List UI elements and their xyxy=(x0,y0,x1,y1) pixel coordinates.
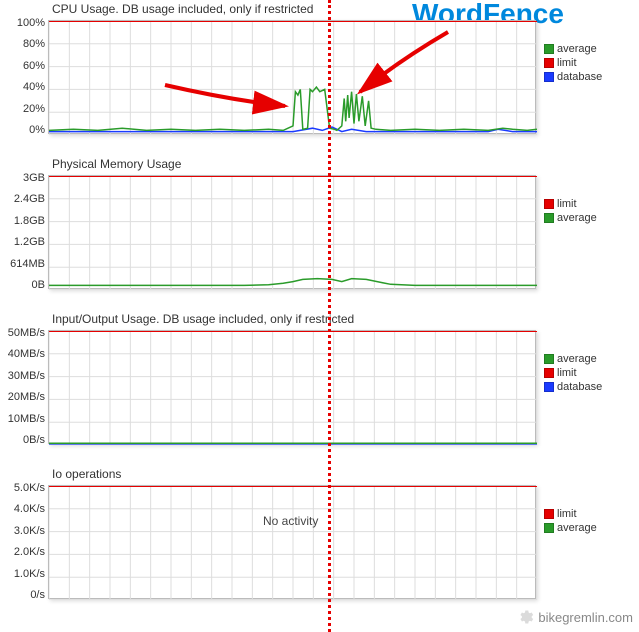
y-tick: 4.0K/s xyxy=(0,504,48,515)
panel-mem: Physical Memory Usage 3GB 2.4GB 1.8GB 1.2GB 6… xyxy=(0,157,639,301)
plot-mem xyxy=(48,175,536,289)
legend-label: average xyxy=(557,521,597,535)
y-axis-cpu: 100% 80% 60% 40% 20% 0% xyxy=(0,18,48,136)
legend-label: limit xyxy=(557,366,577,380)
y-tick: 1.2GB xyxy=(0,237,48,248)
legend-label: average xyxy=(557,352,597,366)
panel-iops: Io operations 5.0K/s 4.0K/s 3.0K/s 2.0K/s 1.0… xyxy=(0,467,639,611)
legend-label: limit xyxy=(557,56,577,70)
y-tick: 10MB/s xyxy=(0,414,48,425)
y-tick: 40% xyxy=(0,82,48,93)
legend-label: limit xyxy=(557,507,577,521)
y-tick: 60% xyxy=(0,61,48,72)
legend-item: limit xyxy=(544,197,597,211)
y-tick: 2.4GB xyxy=(0,194,48,205)
legend-item: average xyxy=(544,211,597,225)
legend-swatch xyxy=(544,213,554,223)
y-tick: 0B xyxy=(0,280,48,291)
y-tick: 50MB/s xyxy=(0,328,48,339)
legend-swatch xyxy=(544,72,554,82)
y-tick: 3.0K/s xyxy=(0,526,48,537)
legend-item: average xyxy=(544,352,602,366)
panel-title-io: Input/Output Usage. DB usage included, o… xyxy=(52,312,354,326)
y-tick: 0% xyxy=(0,125,48,136)
no-activity-label: No activity xyxy=(263,514,318,528)
y-tick: 30MB/s xyxy=(0,371,48,382)
y-tick: 0/s xyxy=(0,590,48,601)
legend-label: average xyxy=(557,42,597,56)
plot-io xyxy=(48,330,536,444)
y-tick: 2.0K/s xyxy=(0,547,48,558)
legend-item: limit xyxy=(544,366,602,380)
plot-svg-iops xyxy=(49,486,537,600)
y-tick: 1.8GB xyxy=(0,216,48,227)
panel-cpu: CPU Usage. DB usage included, only if re… xyxy=(0,2,639,146)
panel-title-cpu: CPU Usage. DB usage included, only if re… xyxy=(52,2,313,16)
legend-swatch xyxy=(544,382,554,392)
plot-svg-cpu xyxy=(49,21,537,135)
panel-title-iops: Io operations xyxy=(52,467,121,481)
plot-cpu xyxy=(48,20,536,134)
legend-cpu: averagelimitdatabase xyxy=(544,42,602,84)
y-tick: 20MB/s xyxy=(0,392,48,403)
legend-io: averagelimitdatabase xyxy=(544,352,602,394)
y-tick: 100% xyxy=(0,18,48,29)
y-axis-iops: 5.0K/s 4.0K/s 3.0K/s 2.0K/s 1.0K/s 0/s xyxy=(0,483,48,601)
plot-iops: No activity xyxy=(48,485,536,599)
y-axis-mem: 3GB 2.4GB 1.8GB 1.2GB 614MB 0B xyxy=(0,173,48,291)
y-tick: 20% xyxy=(0,104,48,115)
legend-item: average xyxy=(544,42,602,56)
y-tick: 80% xyxy=(0,39,48,50)
legend-mem: limitaverage xyxy=(544,197,597,225)
gear-icon xyxy=(516,608,534,626)
y-tick: 5.0K/s xyxy=(0,483,48,494)
legend-swatch xyxy=(544,199,554,209)
legend-label: database xyxy=(557,380,602,394)
legend-item: limit xyxy=(544,56,602,70)
legend-item: database xyxy=(544,70,602,84)
legend-swatch xyxy=(544,44,554,54)
legend-label: database xyxy=(557,70,602,84)
y-axis-io: 50MB/s 40MB/s 30MB/s 20MB/s 10MB/s 0B/s xyxy=(0,328,48,446)
legend-label: average xyxy=(557,211,597,225)
y-tick: 1.0K/s xyxy=(0,569,48,580)
legend-item: database xyxy=(544,380,602,394)
panel-title-mem: Physical Memory Usage xyxy=(52,157,181,171)
watermark-text: bikegremlin.com xyxy=(538,610,633,625)
legend-swatch xyxy=(544,354,554,364)
y-tick: 40MB/s xyxy=(0,349,48,360)
legend-label: limit xyxy=(557,197,577,211)
watermark: bikegremlin.com xyxy=(516,608,633,626)
legend-swatch xyxy=(544,368,554,378)
legend-item: limit xyxy=(544,507,597,521)
legend-iops: limitaverage xyxy=(544,507,597,535)
y-tick: 0B/s xyxy=(0,435,48,446)
legend-item: average xyxy=(544,521,597,535)
legend-swatch xyxy=(544,58,554,68)
legend-swatch xyxy=(544,509,554,519)
plot-svg-io xyxy=(49,331,537,445)
panel-io: Input/Output Usage. DB usage included, o… xyxy=(0,312,639,456)
y-tick: 614MB xyxy=(0,259,48,270)
legend-swatch xyxy=(544,523,554,533)
plot-svg-mem xyxy=(49,176,537,290)
y-tick: 3GB xyxy=(0,173,48,184)
